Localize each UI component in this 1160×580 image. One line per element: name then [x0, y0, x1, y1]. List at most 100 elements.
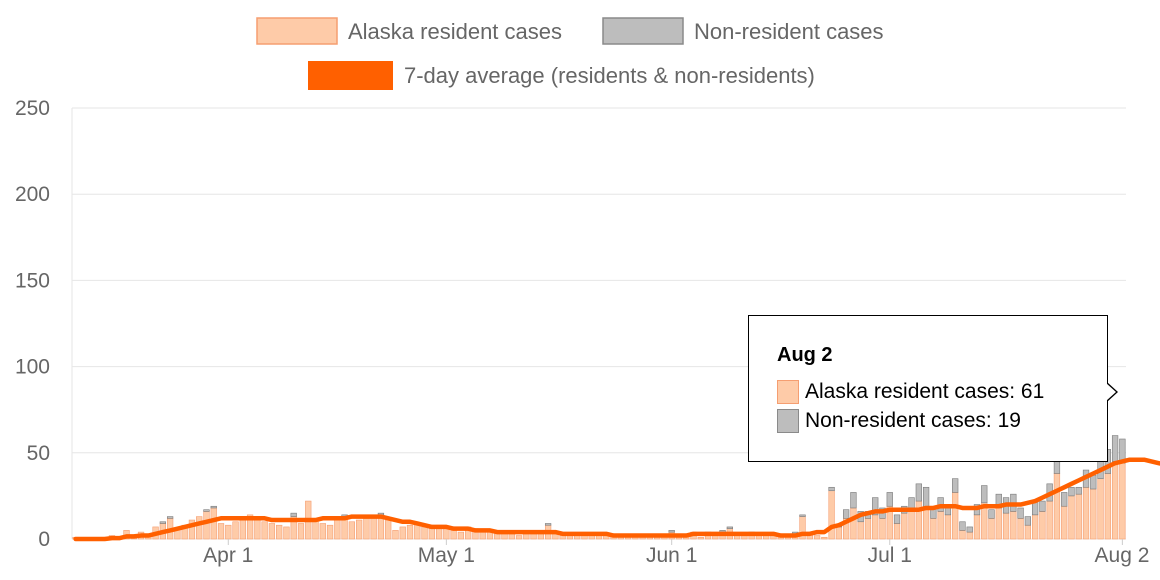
bar-resident: [922, 507, 930, 540]
bar-resident: [995, 507, 1002, 540]
bar-nonresident: [981, 485, 988, 504]
bar-resident: [530, 533, 537, 540]
tooltip-title: Aug 2: [777, 344, 833, 366]
bar-resident: [276, 524, 283, 540]
tooltip-swatch-nonresident: [777, 408, 799, 433]
bar-resident: [1090, 488, 1097, 540]
bar-nonresident: [1090, 474, 1097, 490]
x-tick-label: Aug 2: [1095, 544, 1150, 567]
bar-nonresident: [843, 509, 850, 519]
bar-nonresident: [886, 492, 893, 507]
bar-resident: [1024, 524, 1032, 540]
bar-resident: [813, 535, 821, 540]
bar-resident: [515, 535, 523, 540]
bar-resident: [901, 512, 908, 540]
bar-resident: [494, 533, 501, 540]
legend-swatch-resident[interactable]: [256, 17, 338, 45]
bar-resident: [450, 530, 457, 540]
y-tick-label: 100: [15, 356, 50, 379]
y-tick-label: 250: [15, 97, 50, 120]
tooltip-label-nonresident: Non-resident cases: 19: [805, 408, 1021, 432]
bar-nonresident: [1075, 486, 1082, 495]
bar-resident: [1075, 493, 1082, 540]
bar-resident: [1119, 462, 1126, 540]
bar-resident: [1097, 478, 1104, 540]
x-axis: Apr 1 May 1 Jun 1 Jul 1 Aug 2: [203, 539, 1149, 567]
bar-nonresident: [668, 530, 675, 533]
bar-resident: [312, 519, 319, 540]
bar-resident: [283, 526, 290, 540]
bar-nonresident: [290, 512, 297, 517]
bar-resident: [835, 526, 843, 540]
bar-nonresident: [1024, 516, 1032, 526]
bar-resident: [850, 507, 857, 540]
bar-resident: [973, 514, 981, 540]
tooltip-row-resident: Alaska resident cases: 61: [777, 377, 1107, 406]
bar-resident: [1032, 514, 1039, 540]
bar-nonresident: [1111, 435, 1119, 462]
bar-resident: [319, 523, 326, 540]
bar-resident: [930, 518, 937, 540]
tooltip-swatch-resident: [777, 379, 799, 404]
bar-resident: [1010, 511, 1017, 540]
bar-resident: [1068, 495, 1075, 540]
bar-resident: [1039, 511, 1046, 540]
bar-resident: [879, 518, 886, 540]
bar-resident: [421, 526, 428, 540]
bar-resident: [370, 516, 377, 540]
y-axis: 0 50 100 150 200 250: [15, 97, 50, 551]
bar-resident: [1053, 473, 1061, 540]
bar-resident: [697, 536, 704, 540]
bar-nonresident: [959, 521, 966, 531]
legend-swatch-average[interactable]: [308, 61, 393, 90]
bar-resident: [217, 523, 225, 540]
bar-nonresident: [799, 514, 806, 517]
bar-nonresident: [988, 509, 995, 519]
bar-resident: [246, 514, 254, 540]
average-line: [73, 457, 1160, 542]
legend-swatch-nonresident[interactable]: [602, 17, 684, 45]
legend-label-resident[interactable]: Alaska resident cases: [348, 19, 562, 44]
bar-nonresident: [159, 521, 166, 524]
bar-resident: [188, 519, 196, 540]
bar-nonresident: [922, 486, 930, 509]
bar-resident: [355, 519, 363, 540]
bar-resident: [1046, 500, 1053, 540]
bar-resident: [1111, 461, 1119, 540]
tooltip-row-nonresident: Non-resident cases: 19: [777, 406, 1107, 435]
bar-resident: [952, 492, 959, 540]
bar-resident: [196, 516, 203, 540]
y-tick-label: 0: [38, 528, 50, 551]
bar-resident: [261, 521, 268, 540]
bar-resident: [988, 518, 995, 540]
bar-nonresident: [850, 492, 857, 509]
bar-nonresident: [1068, 486, 1075, 497]
bar-resident: [821, 536, 828, 540]
bar-resident: [225, 524, 232, 540]
bar-nonresident: [872, 497, 879, 516]
bar-resident: [203, 511, 210, 540]
bar-resident: [334, 518, 341, 540]
tooltip: Aug 2 Alaska resident cases: 61 Non-resi…: [748, 315, 1118, 462]
bar-resident: [893, 523, 901, 540]
bar-resident: [915, 500, 922, 540]
bar-resident: [508, 533, 515, 540]
bar-nonresident: [915, 483, 922, 502]
x-tick-label: Jun 1: [646, 544, 697, 567]
bar-nonresident: [1039, 500, 1046, 512]
bar-nonresident: [944, 507, 952, 516]
y-tick-label: 200: [15, 183, 50, 206]
bar-resident: [1017, 518, 1024, 540]
bar-resident: [1061, 505, 1068, 540]
x-tick-label: May 1: [418, 544, 475, 567]
bar-resident: [908, 511, 915, 540]
bar-resident: [1002, 512, 1010, 540]
bar-resident: [428, 528, 435, 540]
legend-label-average[interactable]: 7-day average (residents & non-residents…: [404, 63, 815, 88]
bar-resident: [479, 531, 486, 540]
y-tick-label: 50: [27, 442, 50, 465]
bar-nonresident: [966, 526, 973, 533]
legend-label-nonresident[interactable]: Non-resident cases: [694, 19, 884, 44]
